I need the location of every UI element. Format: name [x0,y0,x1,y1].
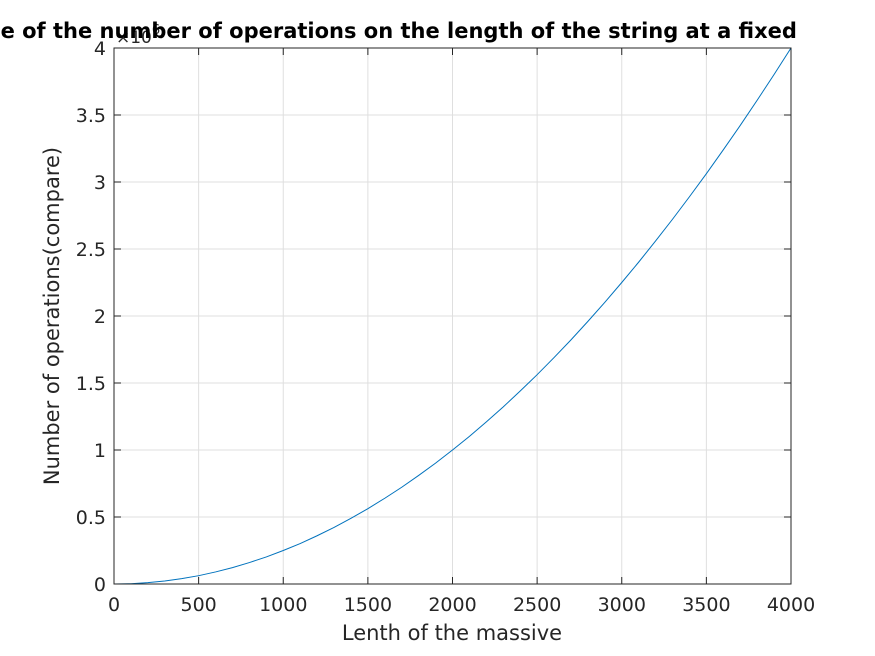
y-tick-label: 2.5 [76,239,106,261]
y-axis-label: Number of operations(compare) [40,147,64,485]
y-tick-label: 3 [94,172,106,194]
chart-title: Dependence of the number of operations o… [0,19,797,43]
x-tick-label: 4000 [767,594,815,616]
y-tick-label: 1.5 [76,373,106,395]
y-tick-label: 0 [94,574,106,596]
tick-labels-layer: 0 500 1000 1500 2000 2500 3000 3500 4000 0 0.5 1 1.5… [76,38,815,616]
series-layer [113,47,792,585]
x-tick-label: 2500 [513,594,561,616]
y-multiplier-exponent: 6 [152,23,160,38]
x-tick-label: 1000 [259,594,307,616]
y-tick-label: 2 [94,306,106,328]
x-tick-label: 3500 [682,594,730,616]
x-tick-label: 1500 [344,594,392,616]
y-multiplier-base: ×10 [116,28,152,48]
x-tick-label: 500 [180,594,216,616]
ticks-layer [113,47,792,585]
y-multiplier: ×106 [116,23,160,48]
y-tick-label: 1 [94,440,106,462]
y-tick-label: 4 [94,38,106,60]
x-axis-label: Lenth of the massive [342,621,562,645]
x-tick-label: 0 [108,594,120,616]
x-tick-label: 2000 [428,594,476,616]
series-line [113,47,792,585]
x-tick-label: 3000 [598,594,646,616]
y-tick-label: 0.5 [76,507,106,529]
y-tick-label: 3.5 [76,105,106,127]
